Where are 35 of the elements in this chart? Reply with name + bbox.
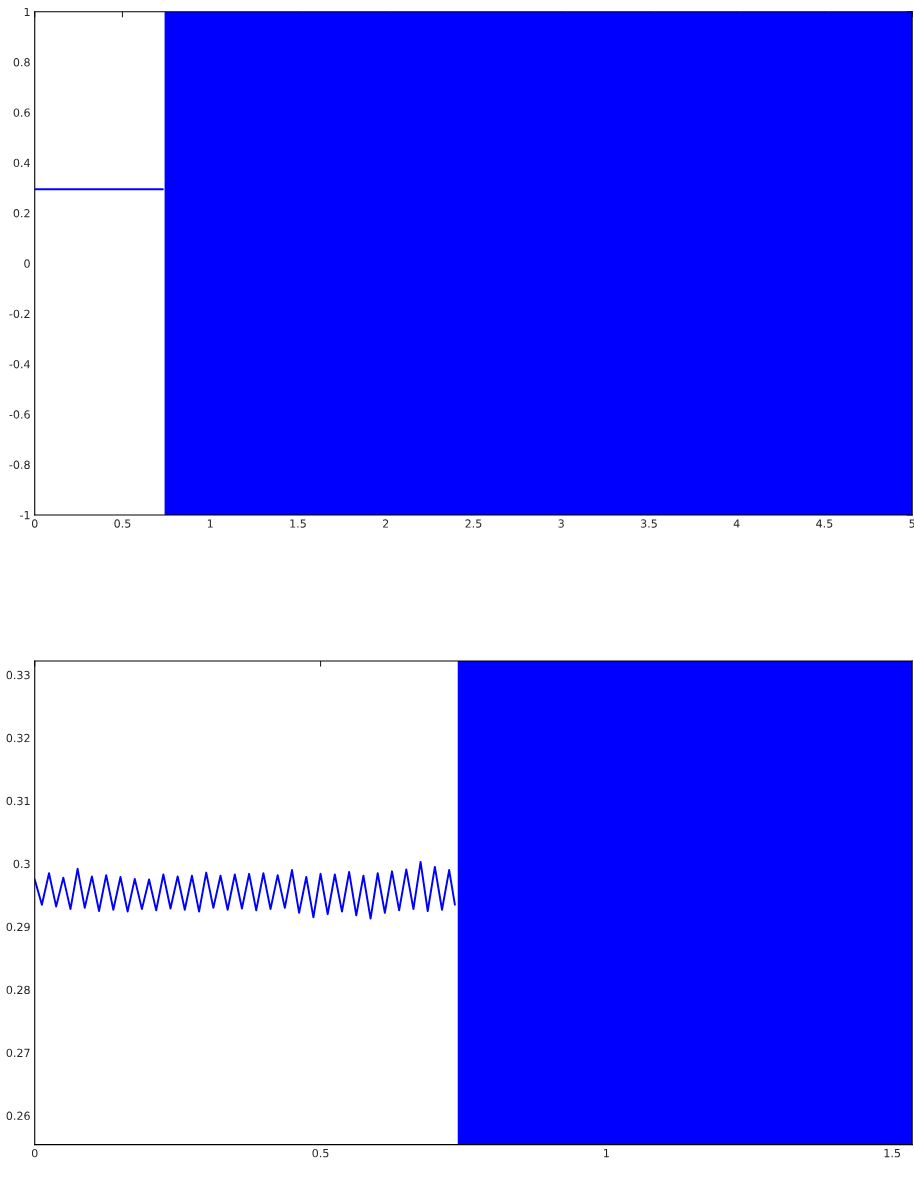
y-tick-label: 0.4 xyxy=(13,158,30,168)
x-tick-label: 4.5 xyxy=(816,519,833,528)
y-tick-label: 0.33 xyxy=(6,670,30,680)
y-tick-label: -0.2 xyxy=(9,309,30,319)
x-tick-label: 0 xyxy=(31,519,38,528)
y-tick-label: 0.26 xyxy=(6,1111,30,1121)
x-tick-label: 0.5 xyxy=(114,519,131,528)
line-series xyxy=(34,860,456,920)
x-tick-label: 3 xyxy=(558,519,564,528)
y-tick-label: 0.2 xyxy=(13,209,30,218)
y-tick-label: -1 xyxy=(20,511,30,520)
y-tick-label: 1 xyxy=(24,7,30,17)
x-tick-label: 1 xyxy=(604,1149,609,1158)
y-tick-label: 0.32 xyxy=(6,733,30,743)
x-tick-label: 2 xyxy=(382,519,389,528)
y-tick-label: -0.4 xyxy=(9,359,30,369)
x-tick-label: 3.5 xyxy=(640,519,657,528)
x-tick-label: 4 xyxy=(733,519,740,528)
y-tick-label: 0.29 xyxy=(6,922,30,932)
y-tick-label: 0 xyxy=(24,259,30,268)
x-tick-label: 1 xyxy=(207,519,213,528)
x-tick-label: 5 xyxy=(909,519,914,528)
y-tick-label: 0.27 xyxy=(6,1048,30,1058)
x-tick-label: 0.5 xyxy=(312,1148,329,1158)
y-tick-label: -0.8 xyxy=(9,460,30,470)
x-tick-label: 2.5 xyxy=(465,519,482,528)
y-tick-label: 0.3 xyxy=(13,859,30,869)
y-tick-label: 0.8 xyxy=(13,58,30,67)
x-tick-label: 1.5 xyxy=(290,519,306,528)
y-tick-label: -0.6 xyxy=(9,410,30,419)
x-tick-label: 0 xyxy=(31,1148,38,1158)
y-tick-label: 0.6 xyxy=(13,108,30,117)
x-tick-label: 1.5 xyxy=(884,1149,901,1158)
y-tick-label: 0.31 xyxy=(6,796,30,806)
y-tick-label: 0.28 xyxy=(6,985,30,995)
